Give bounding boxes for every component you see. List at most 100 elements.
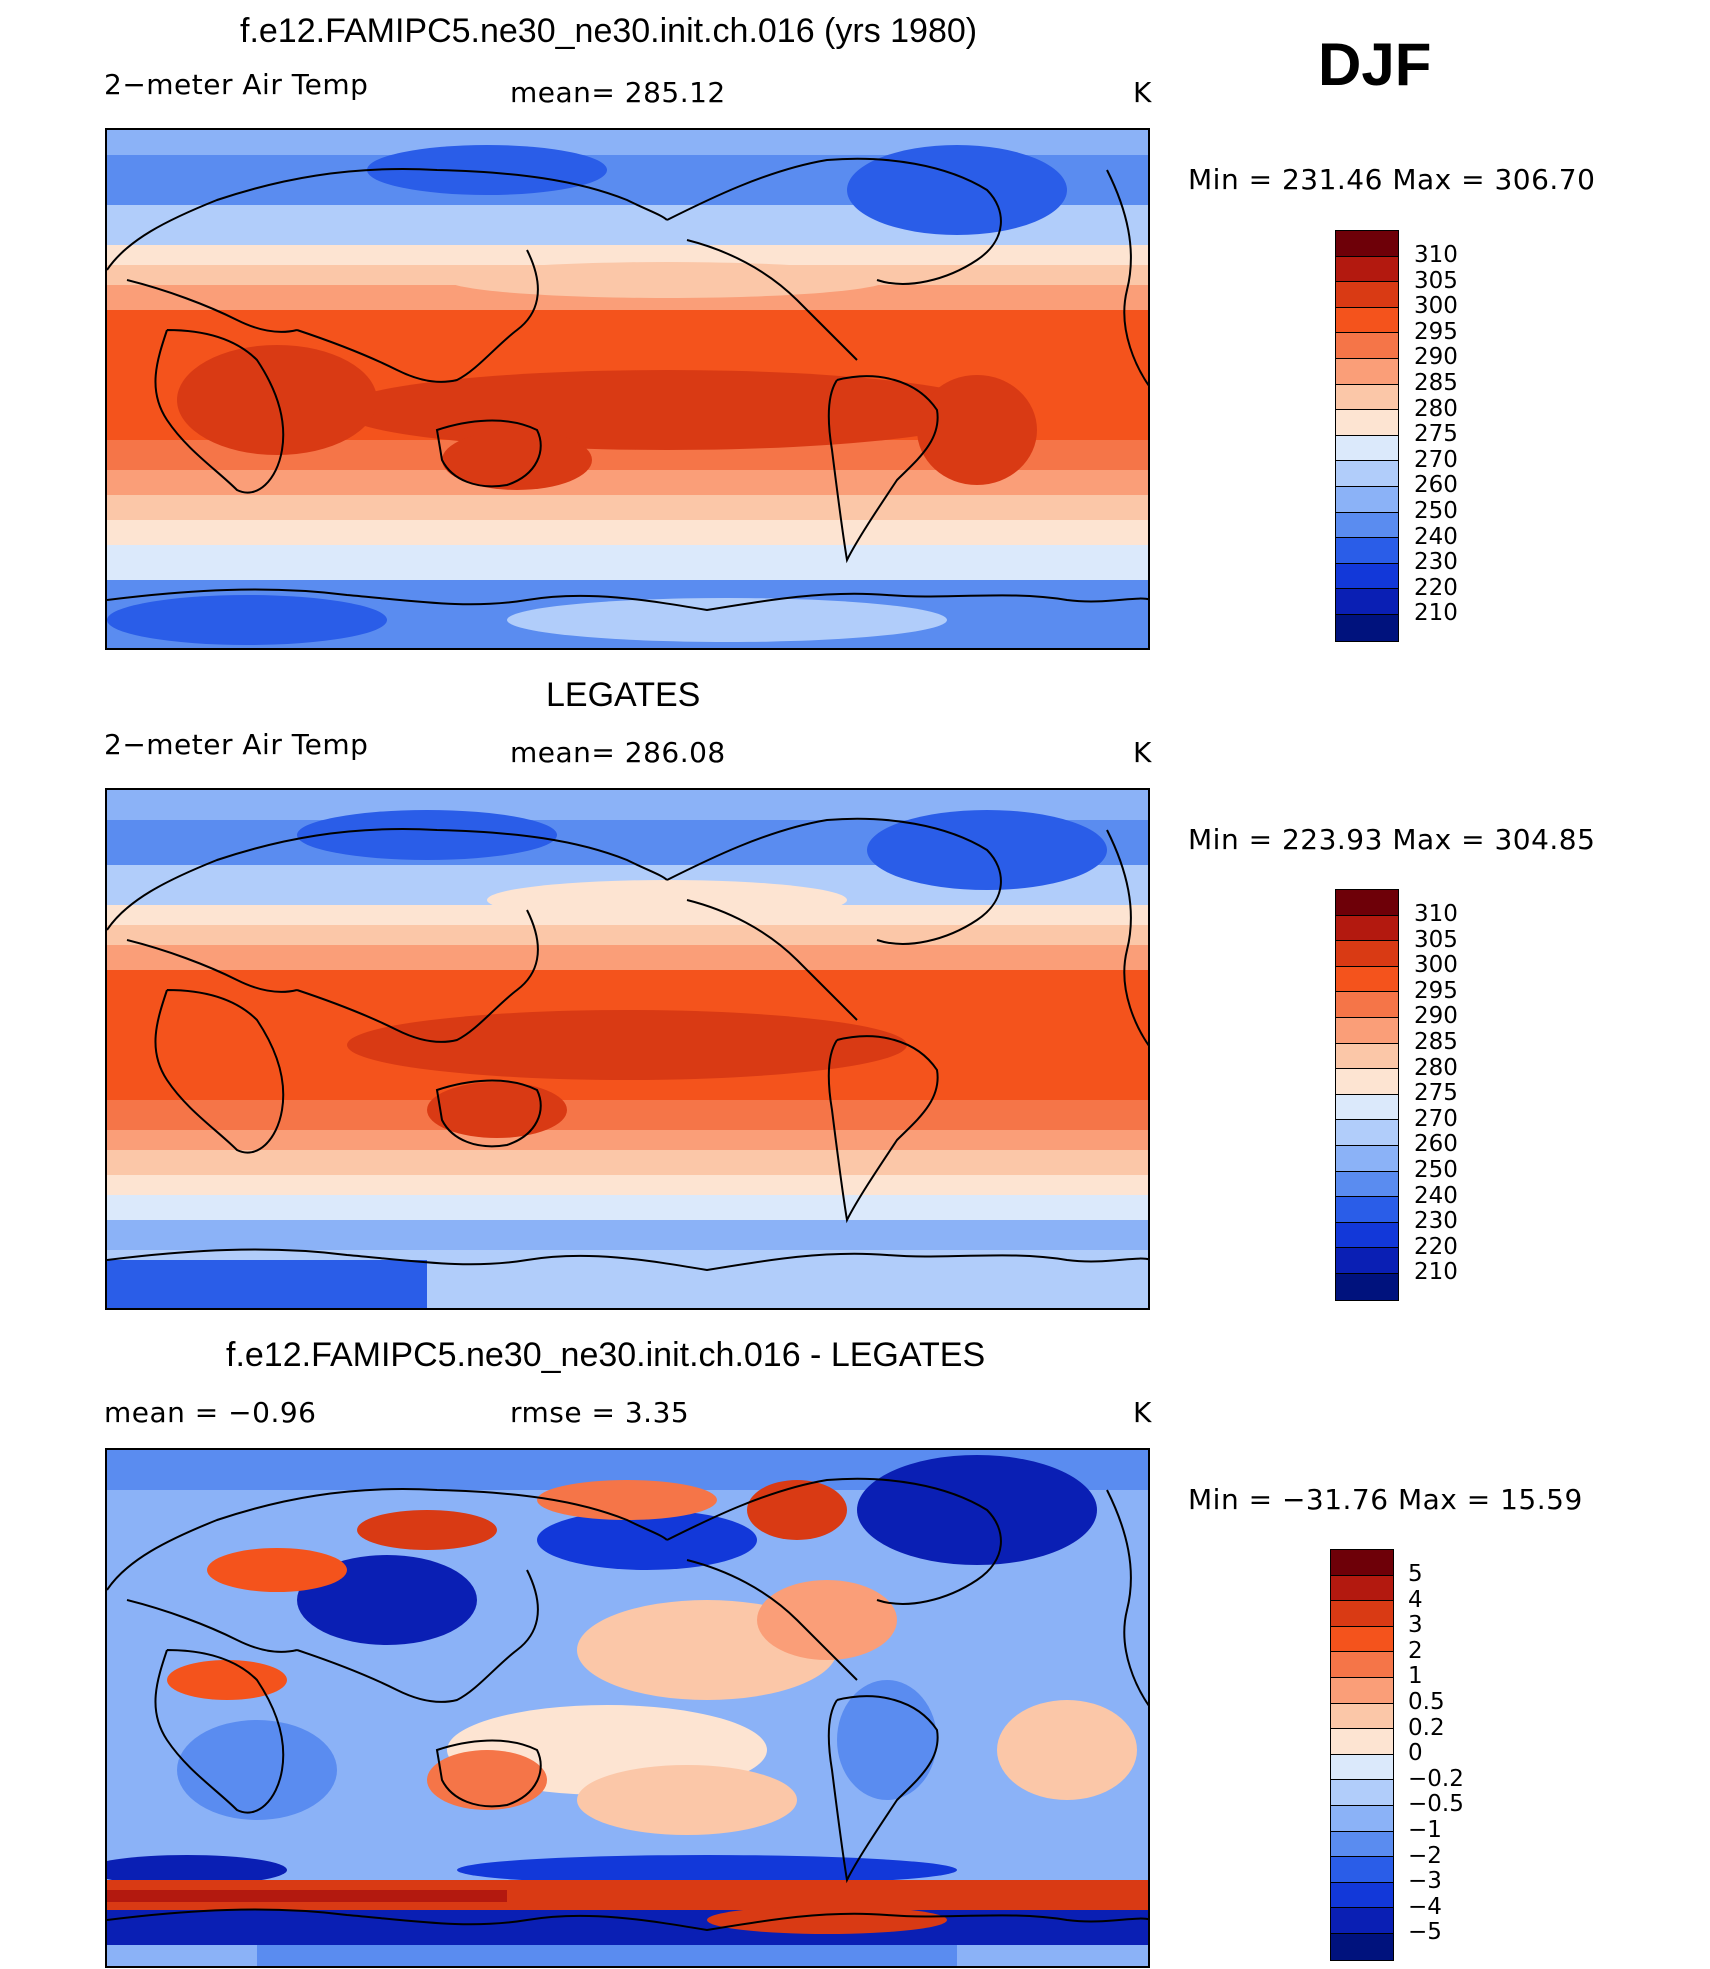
panel-1-swatch-2 — [1336, 256, 1398, 283]
panel-1-swatch-12 — [1336, 512, 1398, 539]
cb-label: 305 — [1414, 267, 1458, 294]
cb-label: 0 — [1408, 1740, 1423, 1767]
panel-1-swatch-9 — [1336, 435, 1398, 462]
cb-label: 270 — [1414, 446, 1458, 473]
cb-label: 305 — [1414, 926, 1458, 953]
cb-label: 300 — [1414, 293, 1458, 320]
panel-2-swatch-4 — [1336, 966, 1398, 993]
panel-1-swatch-15 — [1336, 589, 1398, 615]
cb-label: 230 — [1414, 1208, 1458, 1235]
cb-label: −2 — [1408, 1842, 1442, 1869]
panel-3-map — [105, 1448, 1150, 1968]
panel-3-swatch-7 — [1331, 1703, 1393, 1730]
panel-2-swatch-9 — [1336, 1094, 1398, 1121]
panel-2-coastlines — [107, 817, 1148, 1272]
cb-label: 1 — [1408, 1663, 1423, 1690]
panel-2-temperature-field — [107, 790, 1148, 1308]
panel-3-swatch-15 — [1331, 1908, 1393, 1934]
cb-label: −0.2 — [1408, 1765, 1464, 1792]
cb-label: 290 — [1414, 1003, 1458, 1030]
panel-2-map-svg — [107, 790, 1148, 1308]
panel-2-variable-label: 2−meter Air Temp — [104, 728, 369, 761]
cb-label: 220 — [1414, 574, 1458, 601]
panel-3-colorbar — [1330, 1549, 1394, 1961]
panel-2-swatch-15 — [1336, 1248, 1398, 1274]
panel-3-coastlines — [107, 1477, 1148, 1932]
cb-label: 260 — [1414, 1131, 1458, 1158]
panel-3-swatch-10 — [1331, 1780, 1393, 1806]
panel-3-unit-label: K — [1133, 1396, 1152, 1429]
panel-3-minmax: Min = −31.76 Max = 15.59 — [1188, 1483, 1583, 1516]
panel-2-swatch-13 — [1336, 1197, 1398, 1223]
panel-2-swatch-2 — [1336, 915, 1398, 942]
panel-2-unit-label: K — [1133, 736, 1152, 769]
cb-label: 4 — [1408, 1586, 1423, 1613]
panel-1-swatch-14 — [1336, 563, 1398, 590]
panel-2-map — [105, 788, 1150, 1310]
panel-2-colorbar — [1335, 889, 1399, 1301]
panel-2-swatch-11 — [1336, 1145, 1398, 1172]
panel-3-swatch-8 — [1331, 1729, 1393, 1755]
cb-label: 210 — [1414, 600, 1458, 627]
panel-2-minmax: Min = 223.93 Max = 304.85 — [1188, 823, 1596, 856]
panel-2-mean-label: mean= 286.08 — [510, 736, 726, 769]
cb-label: 2 — [1408, 1637, 1423, 1664]
panel-2-swatch-14 — [1336, 1222, 1398, 1249]
cb-label: −3 — [1408, 1868, 1442, 1895]
cb-label: 275 — [1414, 1080, 1458, 1107]
cb-label: 0.2 — [1408, 1714, 1445, 1741]
cb-label: −0.5 — [1408, 1791, 1464, 1818]
cb-label: 240 — [1414, 1182, 1458, 1209]
cb-label: 295 — [1414, 977, 1458, 1004]
cb-label: 0.5 — [1408, 1688, 1445, 1715]
panel-1-swatch-5 — [1336, 333, 1398, 359]
panel-1-variable-label: 2−meter Air Temp — [104, 68, 369, 101]
panel-2-colorbar-labels: 310 305 300 295 290 285 280 275 270 260 … — [1414, 901, 1458, 1286]
cb-label: 295 — [1414, 318, 1458, 345]
panel-3-swatch-1 — [1331, 1550, 1393, 1576]
panel-3-map-svg — [107, 1450, 1148, 1966]
panel-2-swatch-16 — [1336, 1273, 1398, 1300]
panel-1-swatch-11 — [1336, 486, 1398, 513]
panel-3-swatch-2 — [1331, 1575, 1393, 1602]
panel-1-swatch-4 — [1336, 307, 1398, 334]
panel-1-swatch-8 — [1336, 410, 1398, 436]
cb-label: 260 — [1414, 472, 1458, 499]
panel-1-swatch-16 — [1336, 614, 1398, 641]
cb-label: 280 — [1414, 1054, 1458, 1081]
panel-1-swatch-7 — [1336, 384, 1398, 411]
panel-2-title: LEGATES — [546, 676, 701, 714]
panel-3-swatch-11 — [1331, 1805, 1393, 1832]
panel-1-colorbar-labels: 310 305 300 295 290 285 280 275 270 260 … — [1414, 242, 1458, 627]
cb-label: 300 — [1414, 952, 1458, 979]
panel-1-swatch-13 — [1336, 538, 1398, 564]
panel-2-swatch-1 — [1336, 890, 1398, 916]
cb-label: −5 — [1408, 1919, 1442, 1946]
cb-label: 230 — [1414, 549, 1458, 576]
cb-label: 210 — [1414, 1259, 1458, 1286]
panel-3-swatch-13 — [1331, 1857, 1393, 1883]
panel-2-swatch-8 — [1336, 1069, 1398, 1095]
panel-3-swatch-14 — [1331, 1882, 1393, 1909]
panel-1-coastlines — [107, 157, 1148, 612]
panel-3-colorbar-labels: 5 4 3 2 1 0.5 0.2 0 −0.2 −0.5 −1 −2 −3 −… — [1408, 1561, 1464, 1946]
panel-1-map-svg — [107, 130, 1148, 648]
panel-1-swatch-6 — [1336, 358, 1398, 385]
panel-1-colorbar — [1335, 230, 1399, 642]
cb-label: 3 — [1408, 1612, 1423, 1639]
panel-1-swatch-3 — [1336, 282, 1398, 308]
panel-3-swatch-6 — [1331, 1677, 1393, 1704]
panel-1-map — [105, 128, 1150, 650]
cb-label: 250 — [1414, 497, 1458, 524]
cb-label: 220 — [1414, 1233, 1458, 1260]
panel-3-title: f.e12.FAMIPC5.ne30_ne30.init.ch.016 - LE… — [226, 1336, 986, 1374]
cb-label: −1 — [1408, 1816, 1442, 1843]
panel-1-swatch-1 — [1336, 231, 1398, 257]
panel-3-rmse-label: rmse = 3.35 — [510, 1396, 690, 1429]
season-label: DJF — [1318, 31, 1432, 98]
cb-label: 240 — [1414, 523, 1458, 550]
panel-3-difference-field — [107, 1450, 1148, 1966]
panel-2-swatch-10 — [1336, 1120, 1398, 1146]
cb-label: 285 — [1414, 369, 1458, 396]
panel-2-swatch-6 — [1336, 1017, 1398, 1044]
